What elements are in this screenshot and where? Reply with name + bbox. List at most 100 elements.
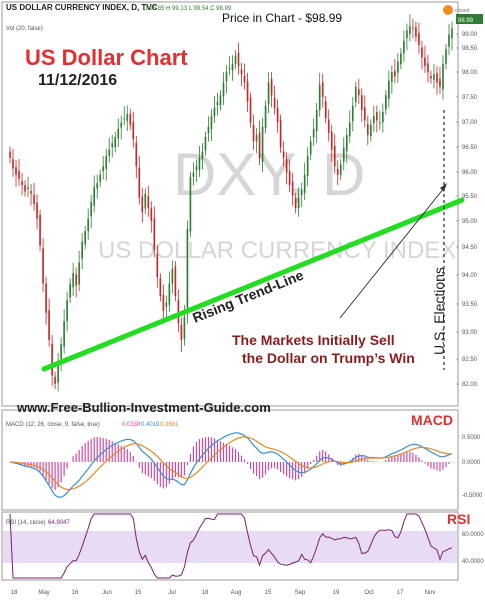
candle xyxy=(42,248,44,284)
candle xyxy=(324,101,327,119)
candle xyxy=(228,68,231,70)
rsi-label: RSI xyxy=(447,511,470,527)
candle xyxy=(84,231,86,245)
candle xyxy=(276,107,279,123)
x-tick: Jun xyxy=(102,590,112,596)
candle xyxy=(93,187,96,206)
candle xyxy=(336,168,339,175)
website-label: www.Free-Bullion-Investment-Guide.com xyxy=(16,400,271,415)
candle xyxy=(249,97,252,123)
x-tick: Sep xyxy=(295,590,306,596)
candle xyxy=(201,151,204,160)
macd-tick: 0.5000 xyxy=(462,435,481,441)
macd-tick: -0.5000 xyxy=(462,493,483,499)
price-tick: 96.50 xyxy=(462,145,478,151)
candle xyxy=(436,73,438,83)
watermark-name: US DOLLAR CURRENCY INDEX xyxy=(98,237,456,264)
candle xyxy=(147,196,150,209)
price-tick: 97.00 xyxy=(462,120,478,126)
candle xyxy=(180,324,183,340)
rsi-line xyxy=(9,513,453,579)
rsi-value: 64.9047 xyxy=(48,520,70,526)
candle xyxy=(114,137,117,148)
candle xyxy=(424,57,426,66)
candle xyxy=(81,241,83,259)
candle xyxy=(288,171,291,186)
x-tick: Oct xyxy=(364,590,374,596)
x-tick: Aug xyxy=(231,590,242,596)
candle xyxy=(267,82,270,105)
candle xyxy=(430,75,432,79)
sell-arrow xyxy=(339,187,445,319)
candle xyxy=(445,49,447,64)
candle xyxy=(243,75,246,83)
candle xyxy=(198,157,201,171)
candle xyxy=(141,196,144,213)
candle xyxy=(123,118,126,120)
candle xyxy=(397,61,399,73)
candle xyxy=(225,72,228,82)
candle xyxy=(270,78,273,96)
sell-arrow-head xyxy=(440,183,447,192)
candle xyxy=(189,176,192,232)
candle xyxy=(366,124,369,135)
candle xyxy=(327,119,330,133)
candle xyxy=(363,107,366,121)
price-tick: 94.00 xyxy=(462,273,478,279)
candle xyxy=(72,273,74,288)
candle xyxy=(451,28,453,39)
candle xyxy=(379,122,381,124)
candle xyxy=(216,101,219,106)
candle xyxy=(12,159,14,169)
price-tick: 93.00 xyxy=(462,330,478,336)
x-tick: 15 xyxy=(135,590,142,596)
rsi-tick: 60.0000 xyxy=(462,532,484,538)
candle xyxy=(57,362,59,383)
candle xyxy=(394,70,396,77)
price-tick: 95.50 xyxy=(462,194,478,200)
candle xyxy=(207,126,210,134)
sell-note-2: the Dollar on Trump’s Win xyxy=(242,350,415,366)
candle xyxy=(330,131,333,150)
candle xyxy=(30,191,32,194)
candle xyxy=(255,134,258,142)
candle xyxy=(129,114,132,125)
rsi-tick: 40.0000 xyxy=(462,559,484,565)
x-tick: 18 xyxy=(11,590,18,596)
candle xyxy=(192,172,195,177)
candle xyxy=(99,174,102,182)
candle xyxy=(165,302,168,307)
price-badge-text: 98.99 xyxy=(458,18,474,24)
x-tick: 17 xyxy=(397,590,404,596)
candle xyxy=(354,86,357,102)
price-tick: 82.00 xyxy=(462,382,478,388)
candle xyxy=(448,34,450,47)
volume-label: Vol (20, false) xyxy=(6,26,43,32)
price-tick: 96.00 xyxy=(462,170,478,176)
candle xyxy=(120,122,123,128)
candle xyxy=(63,321,65,347)
candle xyxy=(318,84,321,110)
candle xyxy=(33,194,35,204)
candle xyxy=(222,82,225,97)
candle xyxy=(237,52,240,66)
x-tick: 18 xyxy=(202,590,209,596)
candle xyxy=(303,174,306,194)
candle xyxy=(219,95,222,106)
candle xyxy=(15,167,17,175)
candle xyxy=(231,63,234,71)
snapshot-icon[interactable] xyxy=(443,5,453,15)
price-tick: 94.50 xyxy=(462,245,478,251)
candle xyxy=(294,198,297,209)
candle xyxy=(18,170,20,179)
macd-label: MACD xyxy=(411,412,453,428)
candle xyxy=(105,155,108,169)
price-tick: 82.50 xyxy=(462,357,478,363)
candle xyxy=(261,126,264,162)
x-tick: Jul xyxy=(168,590,176,596)
candle xyxy=(372,116,375,124)
candle xyxy=(210,116,213,130)
rsi-header: RSI (14, close) xyxy=(6,520,46,526)
macd-tick: 0.0000 xyxy=(462,460,481,466)
candle xyxy=(27,187,29,189)
